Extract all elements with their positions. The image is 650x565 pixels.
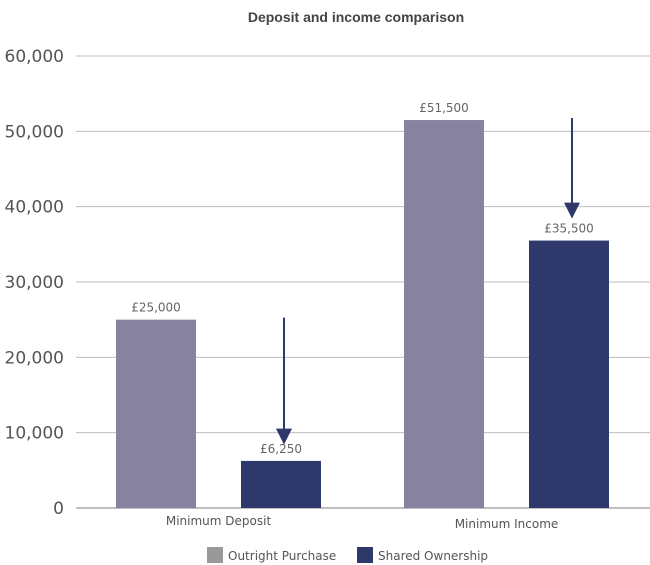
bar-shared-0 [241,460,321,508]
arrows [276,118,580,445]
legend-item: Shared Ownership [357,547,488,563]
data-label: £51,500 [419,101,469,115]
chart-title: Deposit and income comparison [248,9,464,25]
legend-swatch [207,547,223,563]
data-label: £6,250 [260,442,302,456]
y-tick-label: 0 [53,499,64,519]
bars [116,120,609,509]
category-label: Minimum Deposit [166,514,272,528]
bar-outright-0 [116,319,196,508]
legend-label: Outright Purchase [228,549,336,563]
legend-label: Shared Ownership [378,549,488,563]
bar-shared-1 [529,240,609,509]
data-label: £35,500 [544,222,594,236]
y-tick-label: 30,000 [5,273,64,293]
y-tick-label: 10,000 [5,424,64,444]
y-axis-tick-labels: 0 10,000 20,000 30,000 40,000 50,000 60,000 [5,47,64,519]
legend: Outright Purchase Shared Ownership [207,547,488,563]
legend-item: Outright Purchase [207,547,336,563]
y-tick-label: 60,000 [5,47,64,67]
data-label: £25,000 [131,301,181,315]
y-tick-label: 50,000 [5,122,64,142]
category-label: Minimum Income [455,517,559,531]
data-labels: £25,000 £6,250 £51,500 £35,500 [131,101,594,456]
down-arrow-icon [564,118,580,219]
legend-swatch [357,547,373,563]
y-tick-label: 20,000 [5,348,64,368]
y-tick-label: 40,000 [5,198,64,218]
x-axis-category-labels: Minimum Deposit Minimum Income [166,514,558,531]
down-arrow-icon [276,317,292,445]
bar-outright-1 [404,120,484,509]
